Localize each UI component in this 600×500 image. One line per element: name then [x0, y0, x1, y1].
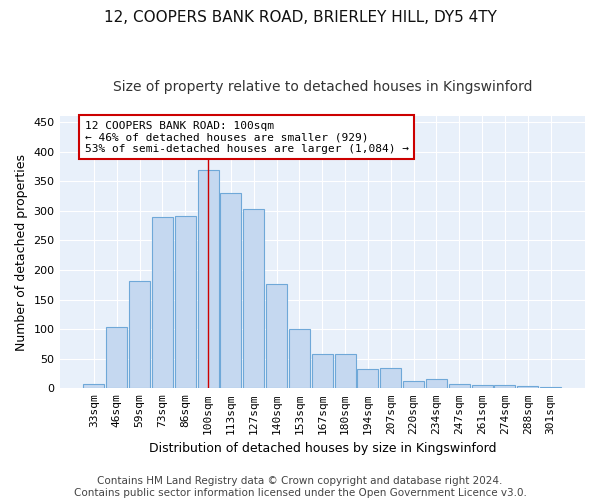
Bar	[449, 384, 470, 388]
Text: 12 COOPERS BANK ROAD: 100sqm
← 46% of detached houses are smaller (929)
53% of s: 12 COOPERS BANK ROAD: 100sqm ← 46% of de…	[85, 120, 409, 154]
Text: Contains HM Land Registry data © Crown copyright and database right 2024.
Contai: Contains HM Land Registry data © Crown c…	[74, 476, 526, 498]
Bar	[517, 386, 538, 388]
Bar	[289, 329, 310, 388]
Bar	[472, 386, 493, 388]
Title: Size of property relative to detached houses in Kingswinford: Size of property relative to detached ho…	[113, 80, 532, 94]
Bar	[129, 281, 150, 388]
Bar	[312, 354, 333, 388]
Bar	[243, 209, 264, 388]
Bar	[426, 380, 447, 388]
X-axis label: Distribution of detached houses by size in Kingswinford: Distribution of detached houses by size …	[149, 442, 496, 455]
Bar	[403, 381, 424, 388]
Bar	[494, 386, 515, 388]
Bar	[358, 370, 379, 388]
Bar	[106, 328, 127, 388]
Bar	[152, 217, 173, 388]
Bar	[380, 368, 401, 388]
Text: 12, COOPERS BANK ROAD, BRIERLEY HILL, DY5 4TY: 12, COOPERS BANK ROAD, BRIERLEY HILL, DY…	[104, 10, 496, 25]
Bar	[197, 170, 218, 388]
Bar	[335, 354, 356, 388]
Y-axis label: Number of detached properties: Number of detached properties	[15, 154, 28, 350]
Bar	[83, 384, 104, 388]
Bar	[220, 193, 241, 388]
Bar	[266, 284, 287, 389]
Bar	[540, 386, 561, 388]
Bar	[175, 216, 196, 388]
